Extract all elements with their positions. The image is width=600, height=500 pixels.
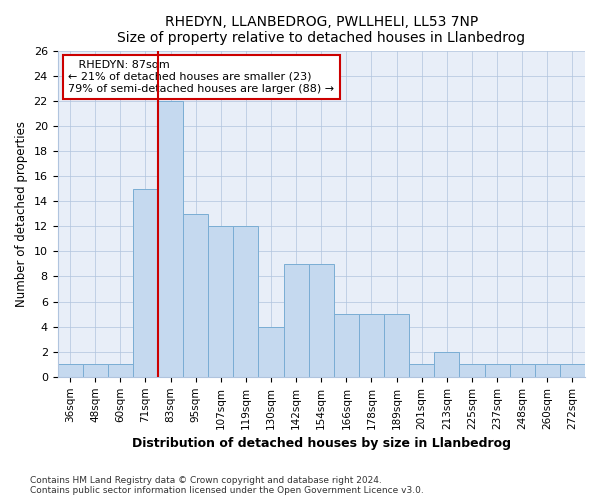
Bar [133, 188, 158, 377]
Bar [409, 364, 434, 377]
Bar [384, 314, 409, 377]
Bar [309, 264, 334, 377]
Bar [108, 364, 133, 377]
Bar [58, 364, 83, 377]
Bar [535, 364, 560, 377]
Bar [183, 214, 208, 377]
Bar [284, 264, 309, 377]
Text: Contains HM Land Registry data © Crown copyright and database right 2024.
Contai: Contains HM Land Registry data © Crown c… [30, 476, 424, 495]
Bar [158, 100, 183, 377]
Bar [460, 364, 485, 377]
Bar [233, 226, 259, 377]
Text: RHEDYN: 87sqm
← 21% of detached houses are smaller (23)
79% of semi-detached hou: RHEDYN: 87sqm ← 21% of detached houses a… [68, 60, 334, 94]
Bar [259, 326, 284, 377]
Bar [83, 364, 108, 377]
Bar [485, 364, 509, 377]
Bar [208, 226, 233, 377]
Bar [334, 314, 359, 377]
Bar [509, 364, 535, 377]
X-axis label: Distribution of detached houses by size in Llanbedrog: Distribution of detached houses by size … [132, 437, 511, 450]
Bar [560, 364, 585, 377]
Title: RHEDYN, LLANBEDROG, PWLLHELI, LL53 7NP
Size of property relative to detached hou: RHEDYN, LLANBEDROG, PWLLHELI, LL53 7NP S… [117, 15, 526, 45]
Bar [434, 352, 460, 377]
Bar [359, 314, 384, 377]
Y-axis label: Number of detached properties: Number of detached properties [15, 120, 28, 306]
